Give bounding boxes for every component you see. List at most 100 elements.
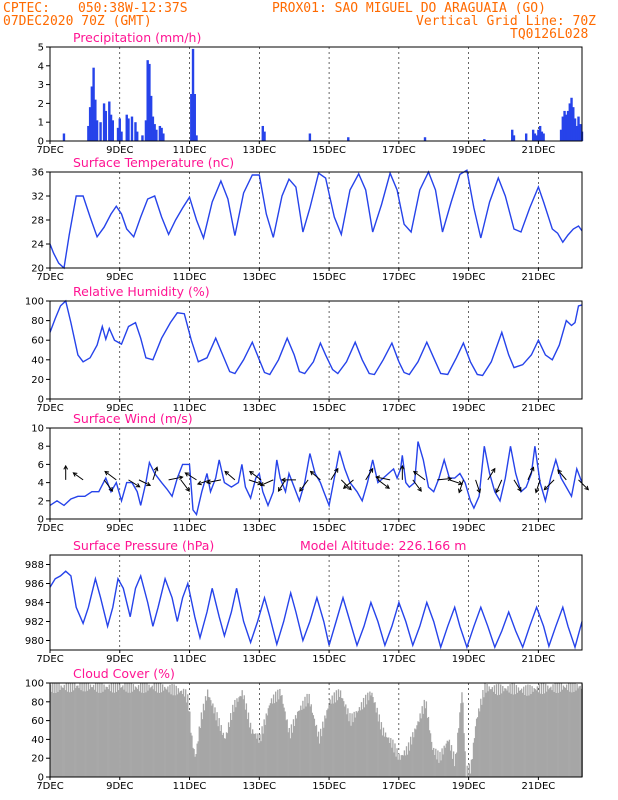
cloud-bar — [460, 703, 462, 777]
cloud-bar — [422, 713, 424, 777]
x-tick-label: 15DEC — [312, 145, 346, 156]
cloud-bar — [313, 718, 316, 777]
cloud-bar — [316, 736, 319, 777]
cloud-bar — [327, 708, 329, 777]
cloud-bar — [142, 683, 144, 777]
precip-bar — [102, 103, 106, 141]
y-tick-label: 6 — [38, 460, 44, 471]
cloud-bar — [58, 683, 60, 777]
cloud-bar — [283, 707, 285, 777]
cloud-bar — [448, 739, 451, 777]
cloud-bar — [266, 715, 268, 777]
y-tick-label: 28 — [31, 216, 44, 227]
cloud-bar — [226, 733, 229, 777]
cloud-bar — [227, 722, 230, 777]
cloud-bar — [433, 747, 435, 777]
model-code-label: TQ0126L028 — [510, 27, 589, 42]
wind-arrow — [365, 468, 374, 481]
cloud-bar — [93, 689, 96, 777]
precip-bar — [577, 116, 580, 141]
panel-title: Precipitation (mm/h) — [73, 30, 201, 45]
cloud-bar — [140, 683, 142, 777]
cloud-bar — [394, 743, 396, 777]
cloud-bar — [127, 692, 129, 777]
x-tick-label: 19DEC — [452, 145, 486, 156]
cloud-bar — [576, 684, 578, 777]
cloud-bar — [282, 703, 284, 777]
x-tick-label: 15DEC — [312, 781, 346, 792]
cloud-bar — [573, 691, 575, 777]
x-tick-label: 9DEC — [106, 654, 133, 665]
x-tick-label: 11DEC — [173, 654, 207, 665]
x-tick-label: 19DEC — [452, 523, 486, 534]
precip-bar — [566, 110, 570, 141]
wind-arrow-head — [299, 487, 304, 492]
cloud-bar — [80, 690, 82, 777]
wind-arrow — [412, 479, 422, 492]
wind-arrow — [535, 479, 541, 493]
y-tick-label: 3 — [38, 80, 44, 91]
cloud-bar — [474, 726, 477, 777]
cloud-bar — [212, 703, 214, 777]
cloud-bar — [455, 753, 457, 777]
precip-bar — [540, 131, 544, 141]
wind-arrow-head — [309, 470, 315, 476]
cloud-bar — [464, 751, 466, 777]
wind-arrow-head — [495, 488, 500, 494]
cloud-bar — [206, 689, 209, 777]
cloud-bar — [61, 687, 63, 777]
run-time-label: 07DEC2020 70Z (GMT) — [3, 14, 152, 29]
cloud-bar — [107, 689, 109, 777]
cloud-bar — [112, 683, 115, 777]
wind-arrow — [299, 479, 309, 492]
cloud-bar — [343, 701, 345, 777]
cloud-bar — [478, 708, 480, 777]
cloud-bar — [246, 719, 249, 777]
cloud-bar — [549, 687, 551, 777]
cloud-bar — [268, 705, 271, 777]
cloud-bar — [425, 701, 428, 777]
cloud-bar — [97, 683, 99, 777]
x-tick-label: 17DEC — [382, 272, 416, 283]
cloud-bar — [171, 684, 173, 777]
cloud-bar — [185, 689, 187, 777]
cloud-bar — [489, 689, 491, 777]
cloud-bar — [290, 724, 293, 777]
panel-5: Cloud Cover (%) 0 20 40 60 80 100 7DEC 9DEC 11DEC… — [25, 666, 583, 792]
cloud-bar — [401, 755, 403, 777]
cloud-bar — [286, 719, 288, 777]
precip-bar — [423, 137, 427, 141]
cloud-bar — [523, 686, 525, 777]
y-tick-label: 4 — [38, 61, 44, 72]
wind-arrow-head — [417, 487, 422, 492]
cloud-bar — [135, 687, 138, 777]
cloud-bar — [238, 697, 240, 777]
wind-arrow — [260, 479, 274, 486]
wind-arrow-head — [543, 485, 549, 491]
cloud-bar — [369, 691, 371, 777]
cloud-bar — [108, 684, 110, 777]
cloud-bar — [450, 745, 453, 777]
cloud-bar — [413, 737, 415, 777]
cloud-bar — [258, 742, 260, 777]
cloud-bar — [156, 692, 159, 777]
cloud-bar — [217, 726, 219, 777]
precip-bar — [116, 127, 120, 141]
cloud-bar — [178, 692, 181, 777]
cloud-bar — [423, 699, 425, 777]
precip-bar — [160, 127, 163, 141]
cloud-bar — [65, 683, 68, 777]
cloud-bar — [120, 687, 122, 777]
cloud-bar — [550, 686, 552, 777]
cloud-bar — [380, 722, 383, 777]
cloud-bar — [527, 684, 529, 777]
cloud-bar — [537, 692, 540, 777]
cloud-bar — [235, 707, 237, 777]
cloud-bar — [436, 759, 438, 777]
precip-bar — [87, 125, 90, 141]
cloud-bar — [472, 742, 475, 777]
cloud-bar — [147, 690, 149, 777]
precip-bar — [144, 120, 148, 141]
y-tick-label: 2 — [38, 99, 44, 110]
cloud-bar — [214, 707, 216, 777]
